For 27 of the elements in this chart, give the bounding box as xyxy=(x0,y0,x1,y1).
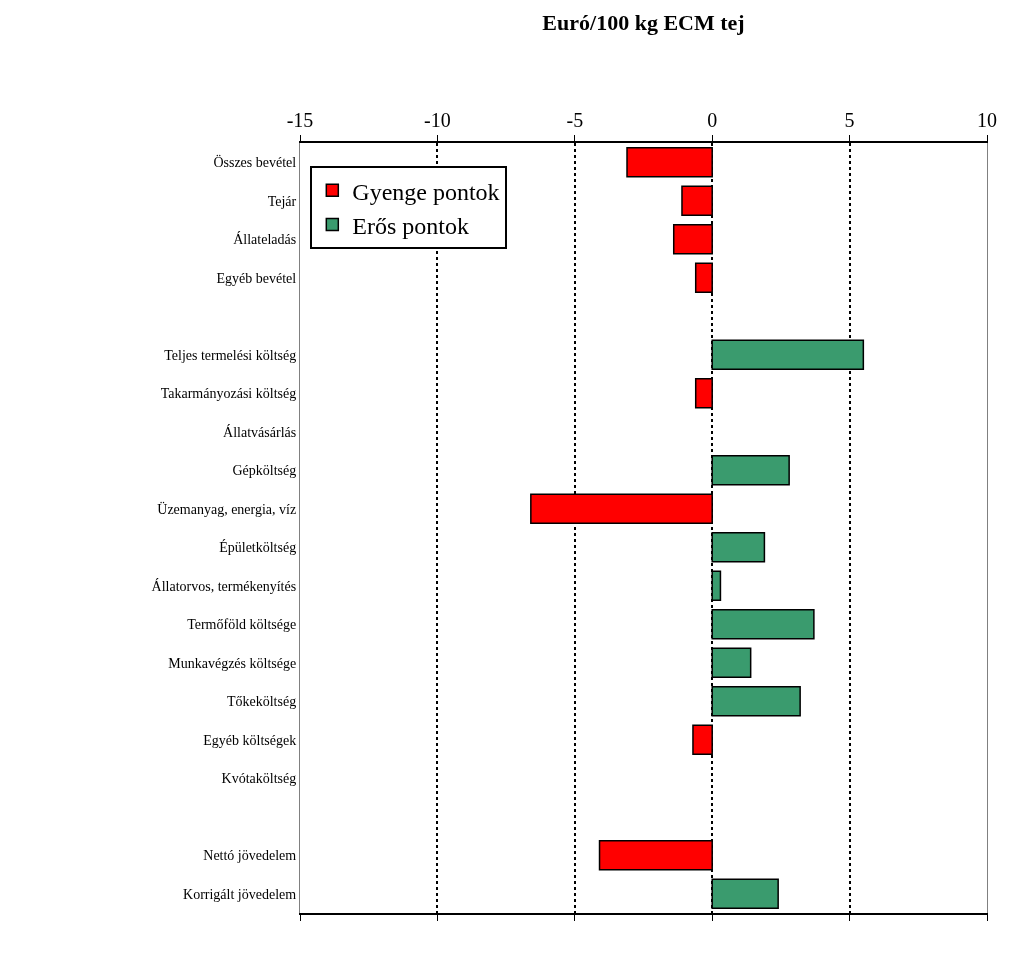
y-tick-label: Állatorvos, termékenyítés xyxy=(151,577,297,594)
y-tick-label: Egyéb költségek xyxy=(203,732,297,748)
y-tick-label: Teljes termelési költség xyxy=(164,347,297,363)
chart-title: Euró/100 kg ECM tej xyxy=(542,9,745,35)
x-tick-label: 5 xyxy=(844,109,855,131)
y-tick-label: Állatvásárlás xyxy=(223,423,297,440)
y-tick-label: Állateladás xyxy=(233,231,297,248)
y-tick-label: Gépköltség xyxy=(232,463,297,479)
y-tick-label: Nettó jövedelem xyxy=(203,848,297,864)
x-tick-label: 10 xyxy=(977,109,997,131)
y-tick-label: Munkavégzés költsége xyxy=(168,655,297,671)
x-tick-label: -5 xyxy=(566,109,584,131)
y-tick-label: Üzemanyag, energia, víz xyxy=(157,500,297,517)
y-tick-label: Korrigált jövedelem xyxy=(183,886,297,902)
y-tick-label: Épületköltség xyxy=(219,539,297,556)
x-tick-label: 0 xyxy=(707,109,718,131)
legend-label: Erős pontok xyxy=(352,212,469,239)
y-tick-label: Termőföld költsége xyxy=(187,617,297,633)
y-tick-label: Egyéb bevétel xyxy=(216,270,297,286)
x-tick-label: -15 xyxy=(286,109,314,131)
y-tick-label: Összes bevétel xyxy=(213,154,297,171)
legend-label: Gyenge pontok xyxy=(352,178,500,205)
y-tick-label: Kvótaköltség xyxy=(221,771,297,787)
y-tick-label: Tőkeköltség xyxy=(226,694,297,710)
y-tick-label: Tejár xyxy=(267,193,297,209)
y-tick-label: Takarmányozási költség xyxy=(160,386,297,402)
x-tick-label: -10 xyxy=(424,109,451,131)
